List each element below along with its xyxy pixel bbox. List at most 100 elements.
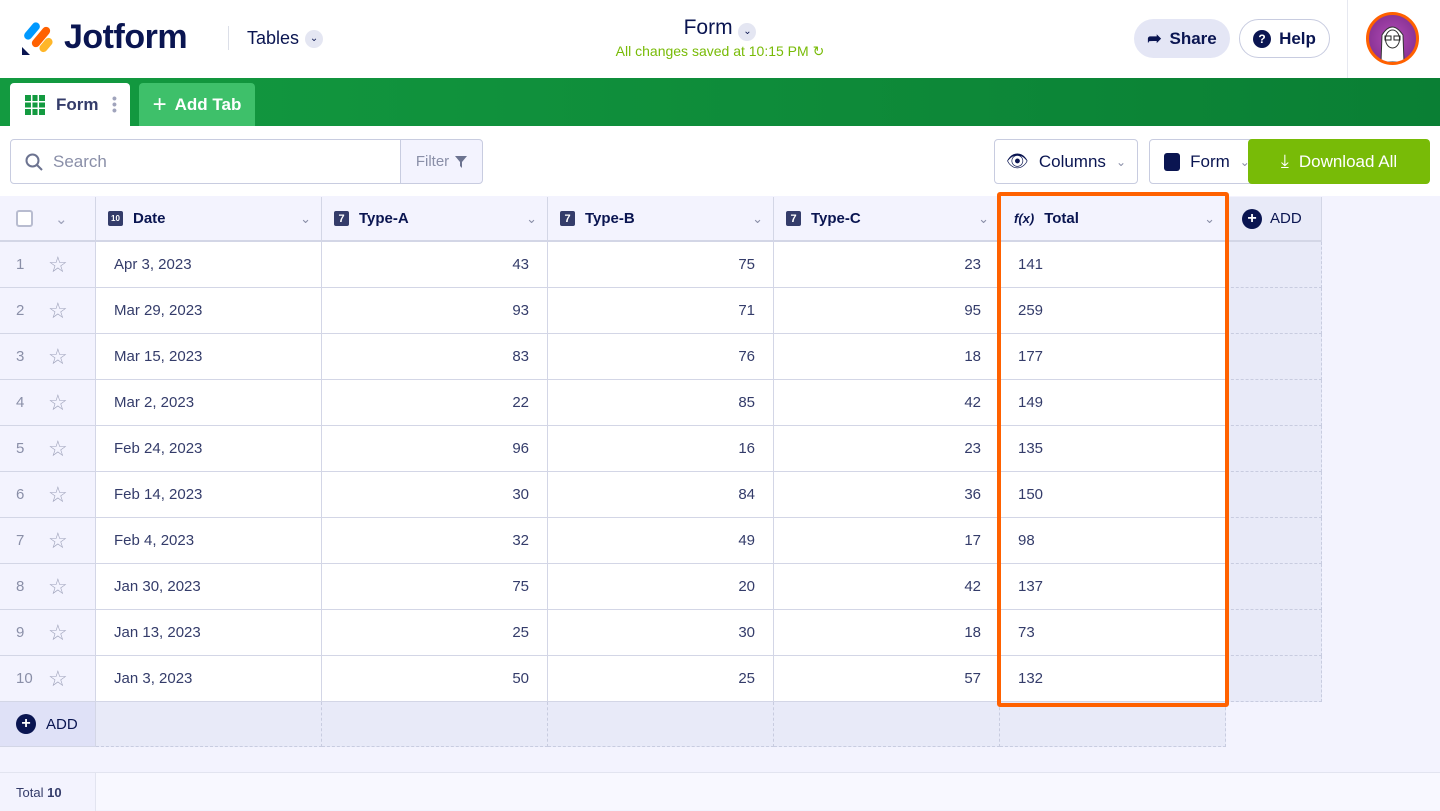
table-cell-date[interactable]: Mar 2, 2023 bbox=[96, 380, 322, 426]
table-cell-date[interactable]: Apr 3, 2023 bbox=[96, 242, 322, 288]
table-cell-c[interactable]: 36 bbox=[774, 472, 1000, 518]
star-icon[interactable]: ☆ bbox=[48, 251, 68, 277]
star-icon[interactable]: ☆ bbox=[48, 389, 68, 415]
star-icon[interactable]: ☆ bbox=[48, 435, 68, 461]
row-number: 3 bbox=[16, 348, 25, 365]
table-cell-a[interactable]: 93 bbox=[322, 288, 548, 334]
page-title[interactable]: Form ⌄ bbox=[0, 16, 1440, 41]
column-header-date[interactable]: 10 Date ⌄ bbox=[96, 197, 322, 242]
star-icon[interactable]: ☆ bbox=[48, 619, 68, 645]
table-cell-date[interactable]: Mar 29, 2023 bbox=[96, 288, 322, 334]
avatar-illustration bbox=[1380, 26, 1405, 62]
table-cell-total[interactable]: 73 bbox=[1000, 610, 1226, 656]
table-cell-total[interactable]: 135 bbox=[1000, 426, 1226, 472]
table-cell-c[interactable]: 42 bbox=[774, 380, 1000, 426]
table-cell-total[interactable]: 149 bbox=[1000, 380, 1226, 426]
row-header: 4 ☆ bbox=[0, 380, 96, 426]
table-cell-a[interactable]: 32 bbox=[322, 518, 548, 564]
table-cell-a[interactable]: 22 bbox=[322, 380, 548, 426]
chevron-down-icon[interactable]: ⌄ bbox=[752, 210, 763, 226]
table-cell-total[interactable]: 141 bbox=[1000, 242, 1226, 288]
chevron-down-icon[interactable]: ⌄ bbox=[978, 210, 989, 226]
select-all-header[interactable]: ⌄ bbox=[0, 197, 96, 242]
tables-dropdown[interactable]: Tables ⌄ bbox=[247, 28, 324, 49]
table-cell-a[interactable]: 50 bbox=[322, 656, 548, 702]
chevron-down-icon[interactable]: ⌄ bbox=[55, 210, 68, 228]
table-cell-c[interactable]: 95 bbox=[774, 288, 1000, 334]
table-cell-a[interactable]: 25 bbox=[322, 610, 548, 656]
column-header-type-c[interactable]: 7 Type-C ⌄ bbox=[774, 197, 1000, 242]
columns-button[interactable]: 👁 Columns ⌄ bbox=[994, 139, 1138, 184]
form-button[interactable]: Form ⌄ bbox=[1149, 139, 1265, 184]
table-cell-b[interactable]: 49 bbox=[548, 518, 774, 564]
table-cell-b[interactable]: 75 bbox=[548, 242, 774, 288]
table-cell-date[interactable]: Jan 13, 2023 bbox=[96, 610, 322, 656]
table-cell-c[interactable]: 42 bbox=[774, 564, 1000, 610]
more-options-icon[interactable]: • • • bbox=[112, 90, 117, 118]
column-header-total[interactable]: f(x) Total ⌄ bbox=[1000, 197, 1226, 242]
search-input[interactable]: Search bbox=[10, 139, 401, 184]
table-cell-a[interactable]: 75 bbox=[322, 564, 548, 610]
download-all-button[interactable]: ⤓ Download All bbox=[1248, 139, 1430, 184]
add-column-button[interactable]: + ADD bbox=[1226, 197, 1322, 242]
table-cell-date[interactable]: Mar 15, 2023 bbox=[96, 334, 322, 380]
chevron-down-icon[interactable]: ⌄ bbox=[738, 22, 757, 41]
star-icon[interactable]: ☆ bbox=[48, 297, 68, 323]
share-button[interactable]: ➦ Share bbox=[1134, 19, 1230, 58]
help-label: Help bbox=[1279, 28, 1316, 48]
table-cell-a[interactable]: 96 bbox=[322, 426, 548, 472]
add-tab-button[interactable]: + Add Tab bbox=[139, 83, 255, 126]
chevron-down-icon[interactable]: ⌄ bbox=[300, 210, 311, 226]
table-cell-date[interactable]: Jan 30, 2023 bbox=[96, 564, 322, 610]
table-cell-b[interactable]: 84 bbox=[548, 472, 774, 518]
table-cell-c[interactable]: 57 bbox=[774, 656, 1000, 702]
table-cell-b[interactable]: 85 bbox=[548, 380, 774, 426]
filter-button[interactable]: Filter bbox=[400, 139, 483, 184]
table-cell-b[interactable]: 20 bbox=[548, 564, 774, 610]
table-cell-c[interactable]: 23 bbox=[774, 242, 1000, 288]
table-cell-total[interactable]: 137 bbox=[1000, 564, 1226, 610]
table-cell-c[interactable]: 23 bbox=[774, 426, 1000, 472]
jotform-logo[interactable]: Jotform bbox=[20, 18, 188, 57]
table-cell-b[interactable]: 30 bbox=[548, 610, 774, 656]
table-cell-date[interactable]: Feb 14, 2023 bbox=[96, 472, 322, 518]
filter-label: Filter bbox=[415, 153, 450, 170]
table-cell-a[interactable]: 43 bbox=[322, 242, 548, 288]
chevron-down-icon[interactable]: ⌄ bbox=[526, 210, 537, 226]
select-all-checkbox[interactable] bbox=[16, 210, 33, 227]
table-cell-total[interactable]: 132 bbox=[1000, 656, 1226, 702]
table-cell-a[interactable]: 30 bbox=[322, 472, 548, 518]
tab-form-label: Form bbox=[56, 94, 99, 114]
star-icon[interactable]: ☆ bbox=[48, 665, 68, 691]
avatar[interactable] bbox=[1366, 12, 1419, 65]
table-cell-b[interactable]: 71 bbox=[548, 288, 774, 334]
star-icon[interactable]: ☆ bbox=[48, 481, 68, 507]
table-cell-total[interactable]: 177 bbox=[1000, 334, 1226, 380]
chevron-down-icon[interactable]: ⌄ bbox=[1204, 210, 1215, 226]
table-cell-date[interactable]: Jan 3, 2023 bbox=[96, 656, 322, 702]
table-cell-total[interactable]: 150 bbox=[1000, 472, 1226, 518]
empty-add-column-cell bbox=[1226, 426, 1322, 472]
table-cell-b[interactable]: 16 bbox=[548, 426, 774, 472]
table-cell-b[interactable]: 25 bbox=[548, 656, 774, 702]
download-label: Download All bbox=[1298, 151, 1398, 171]
empty-add-row-cell bbox=[96, 702, 322, 747]
table-cell-total[interactable]: 98 bbox=[1000, 518, 1226, 564]
table-cell-c[interactable]: 17 bbox=[774, 518, 1000, 564]
tab-form[interactable]: Form • • • bbox=[10, 83, 130, 126]
table-cell-b[interactable]: 76 bbox=[548, 334, 774, 380]
add-row-button[interactable]: + ADD bbox=[0, 702, 96, 747]
eye-icon: 👁 bbox=[1005, 151, 1029, 171]
column-header-type-a[interactable]: 7 Type-A ⌄ bbox=[322, 197, 548, 242]
star-icon[interactable]: ☆ bbox=[48, 527, 68, 553]
help-button[interactable]: ? Help bbox=[1239, 19, 1330, 58]
table-cell-date[interactable]: Feb 24, 2023 bbox=[96, 426, 322, 472]
table-cell-total[interactable]: 259 bbox=[1000, 288, 1226, 334]
table-cell-a[interactable]: 83 bbox=[322, 334, 548, 380]
table-cell-c[interactable]: 18 bbox=[774, 610, 1000, 656]
column-header-type-b[interactable]: 7 Type-B ⌄ bbox=[548, 197, 774, 242]
table-cell-c[interactable]: 18 bbox=[774, 334, 1000, 380]
table-cell-date[interactable]: Feb 4, 2023 bbox=[96, 518, 322, 564]
star-icon[interactable]: ☆ bbox=[48, 343, 68, 369]
star-icon[interactable]: ☆ bbox=[48, 573, 68, 599]
